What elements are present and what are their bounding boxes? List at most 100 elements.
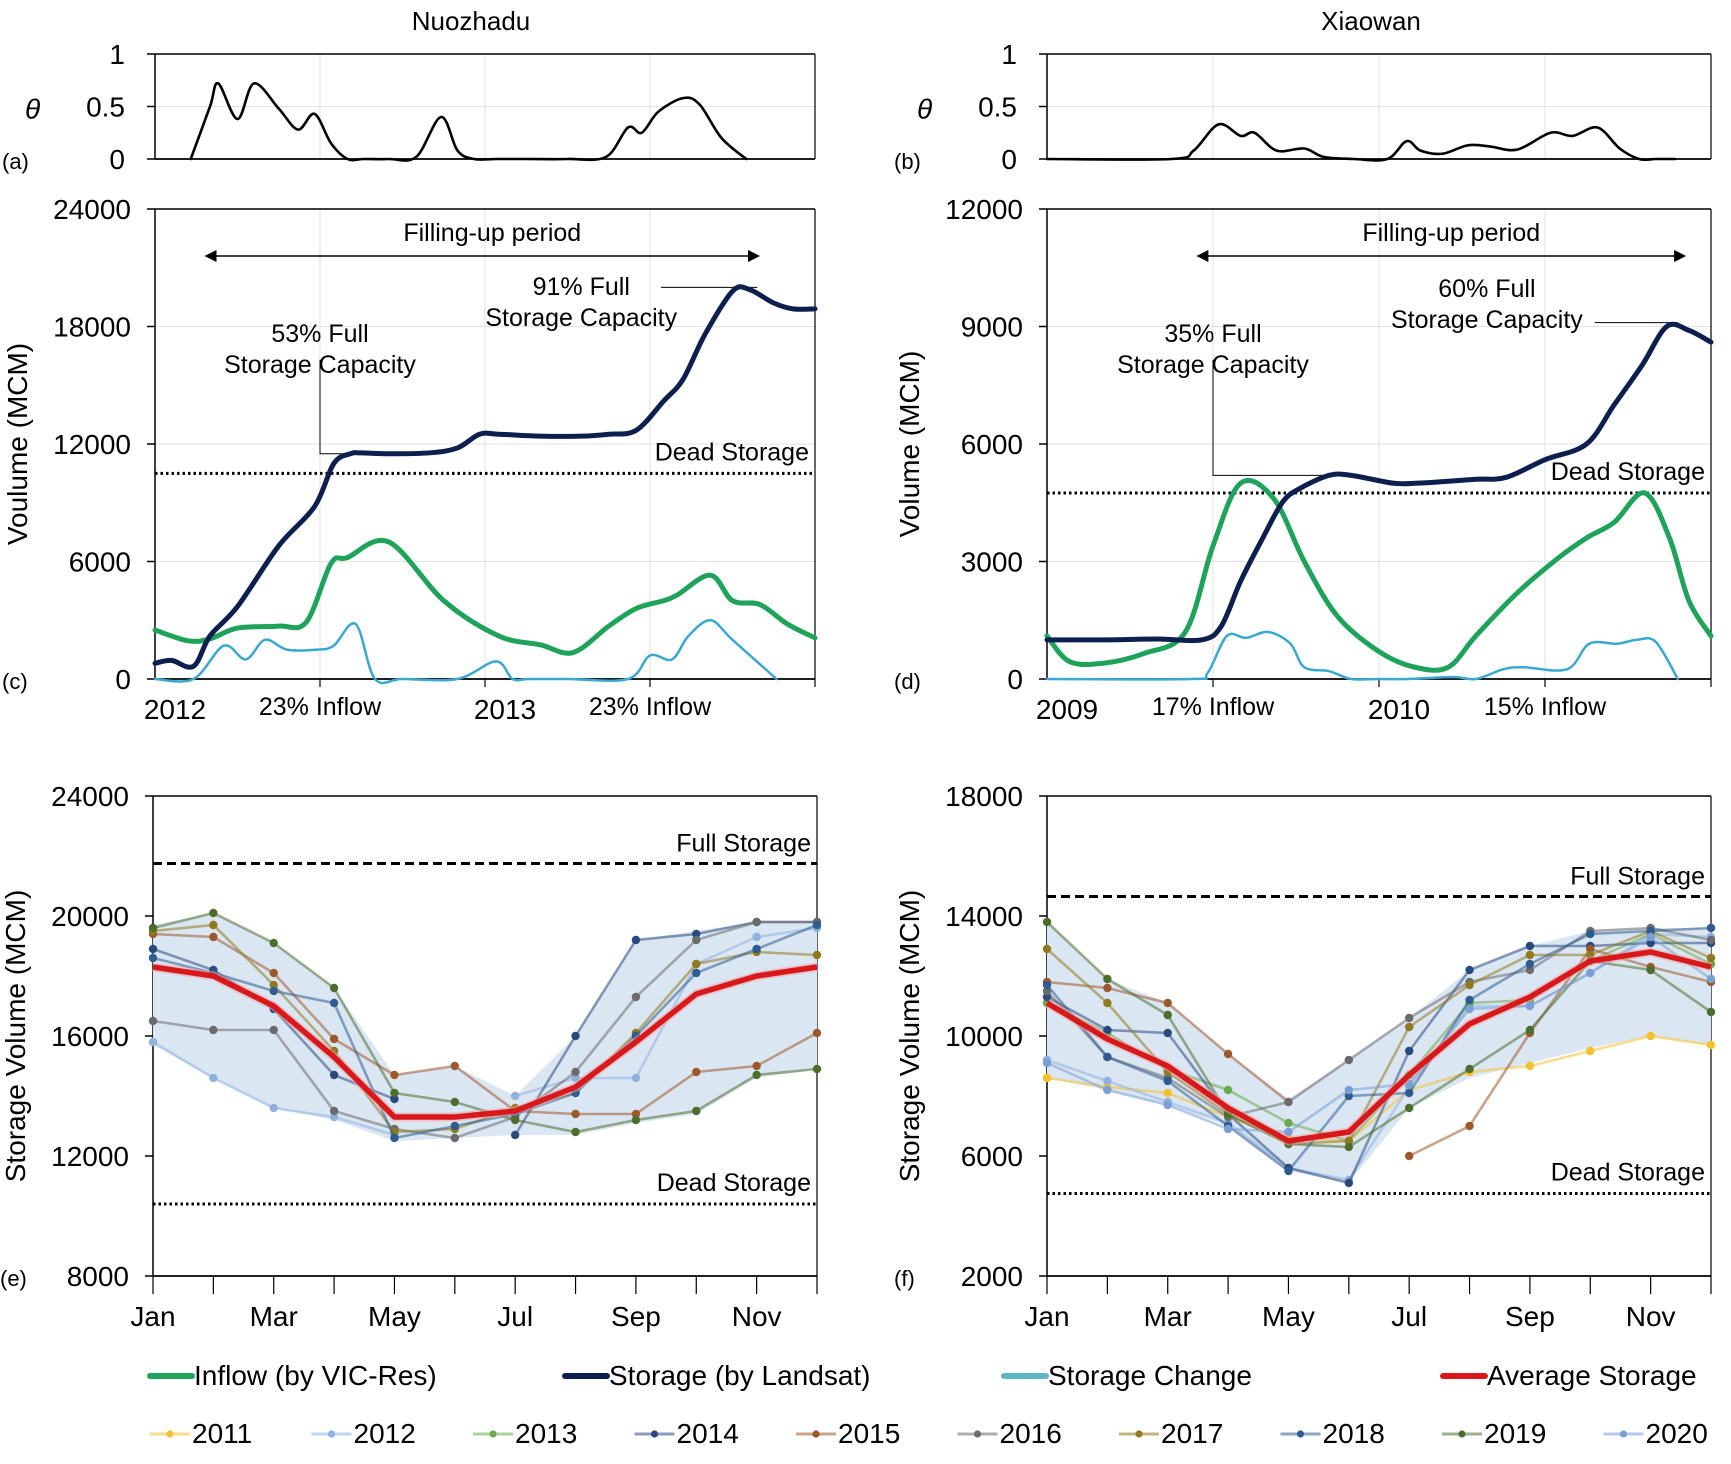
- data-point: [1223, 1124, 1233, 1134]
- data-point: [269, 1103, 278, 1113]
- x-tick-label: Sep: [611, 1301, 661, 1332]
- series-inflow-by-vic-res-: [1044, 477, 1714, 673]
- panel-c: 0 6000 12000 18000 24000 (c) Voulume (MCM) 2012…: [2, 194, 818, 725]
- data-point: [631, 1115, 641, 1125]
- arrowhead-right-icon: [748, 250, 760, 262]
- legend-label: Average Storage: [1487, 1360, 1697, 1391]
- legend-label: 2014: [677, 1418, 739, 1449]
- data-point: [1525, 1001, 1535, 1011]
- legend-label: 2019: [1484, 1418, 1546, 1449]
- y-tick-label: 20000: [51, 901, 129, 932]
- data-point: [1706, 1040, 1716, 1050]
- data-point: [390, 1070, 399, 1080]
- full-storage-label: Full Storage: [1570, 863, 1705, 891]
- data-point: [209, 1073, 218, 1083]
- data-point: [1525, 1061, 1535, 1071]
- y-tick-label: 2000: [961, 1261, 1023, 1292]
- legend-label: 2020: [1646, 1418, 1708, 1449]
- series-theta: [1045, 122, 1677, 162]
- data-point: [692, 959, 701, 969]
- data-point: [1344, 1178, 1354, 1188]
- x-tick-label: Jul: [497, 1301, 533, 1332]
- data-point: [812, 1028, 822, 1038]
- data-point: [269, 986, 278, 996]
- title-nuozhadu: Nuozhadu: [412, 6, 531, 36]
- data-point: [1163, 1100, 1172, 1110]
- legend-label: 2013: [515, 1418, 577, 1449]
- data-point: [1223, 1049, 1233, 1059]
- data-point: [1042, 980, 1052, 990]
- data-point: [1284, 1166, 1293, 1176]
- y-tick-label: 12000: [945, 194, 1023, 225]
- x-tick-label: Jan: [1024, 1301, 1069, 1332]
- data-point: [1163, 1088, 1172, 1098]
- data-point: [209, 920, 218, 930]
- data-point: [752, 917, 761, 927]
- data-point: [1103, 983, 1112, 993]
- y-tick-label: 0: [1007, 664, 1023, 695]
- legend-marker: [1135, 1430, 1143, 1438]
- data-point: [1344, 1091, 1354, 1101]
- data-point: [1344, 1055, 1354, 1065]
- data-point: [1525, 950, 1535, 960]
- y-tick-label: 24000: [53, 194, 131, 225]
- data-point: [1404, 1013, 1414, 1023]
- data-point: [1586, 1046, 1595, 1056]
- inflow-percent-label: 15% Inflow: [1484, 693, 1607, 721]
- x-tick-label: Nov: [732, 1301, 782, 1332]
- panel-label: (d): [894, 669, 921, 694]
- data-point: [450, 1133, 460, 1143]
- inflow-percent-label: 23% Inflow: [589, 693, 712, 721]
- legend-label: 2011: [192, 1418, 252, 1449]
- series-storage-change: [153, 619, 778, 685]
- inflow-percent-label: 17% Inflow: [1152, 693, 1275, 721]
- series-storage-change: [1045, 630, 1680, 681]
- inflow-percent-label: 23% Inflow: [259, 693, 382, 721]
- data-point: [269, 980, 278, 990]
- y-tick-label: 1: [1001, 39, 1017, 70]
- x-tick-label: 2013: [474, 694, 536, 725]
- series-storage-by-landsat-: [152, 284, 818, 670]
- data-point: [1163, 1010, 1172, 1020]
- data-point: [269, 938, 278, 948]
- data-point: [209, 932, 218, 942]
- legend-label: 2012: [354, 1418, 416, 1449]
- panel-e: 8000 12000 16000 20000 24000 (e) Storage Volum…: [0, 781, 822, 1332]
- annotation-leader-line: [1212, 359, 1332, 476]
- dead-storage-label: Dead Storage: [1551, 458, 1705, 486]
- series-line: [1046, 926, 1712, 1119]
- filling-period-label: Filling-up period: [403, 219, 581, 247]
- data-point: [209, 908, 218, 918]
- data-point: [450, 1121, 460, 1131]
- series-line: [1046, 941, 1711, 1185]
- data-point: [1404, 1046, 1414, 1056]
- arrowhead-right-icon: [1674, 250, 1687, 262]
- x-tick-label: Sep: [1505, 1301, 1555, 1332]
- data-point: [1465, 1064, 1474, 1074]
- y-tick-label: 9000: [961, 312, 1023, 343]
- y-tick-label: 1: [109, 39, 125, 70]
- series-theta: [189, 81, 748, 162]
- legend-label: 2018: [1323, 1418, 1385, 1449]
- y-tick-label: 12000: [53, 429, 131, 460]
- data-point: [1706, 923, 1716, 933]
- data-point: [692, 1106, 701, 1116]
- panel-f: 2000 6000 10000 14000 18000 (f) Storage Volume…: [894, 781, 1716, 1332]
- panel-label: (f): [894, 1266, 915, 1291]
- capacity-annotation: Storage Capacity: [485, 304, 677, 332]
- data-point: [1586, 929, 1595, 939]
- data-point: [510, 1091, 520, 1101]
- data-point: [148, 1016, 158, 1026]
- data-point: [631, 1073, 641, 1083]
- y-axis-label: θ: [25, 94, 40, 125]
- data-point: [1284, 1118, 1293, 1128]
- data-point: [148, 1037, 158, 1047]
- legend-marker: [489, 1430, 497, 1438]
- x-tick-label: Jan: [130, 1301, 175, 1332]
- data-point: [1103, 1025, 1112, 1035]
- y-tick-label: 8000: [67, 1261, 129, 1292]
- data-point: [752, 1061, 761, 1071]
- data-point: [692, 935, 701, 945]
- data-point: [329, 1034, 339, 1044]
